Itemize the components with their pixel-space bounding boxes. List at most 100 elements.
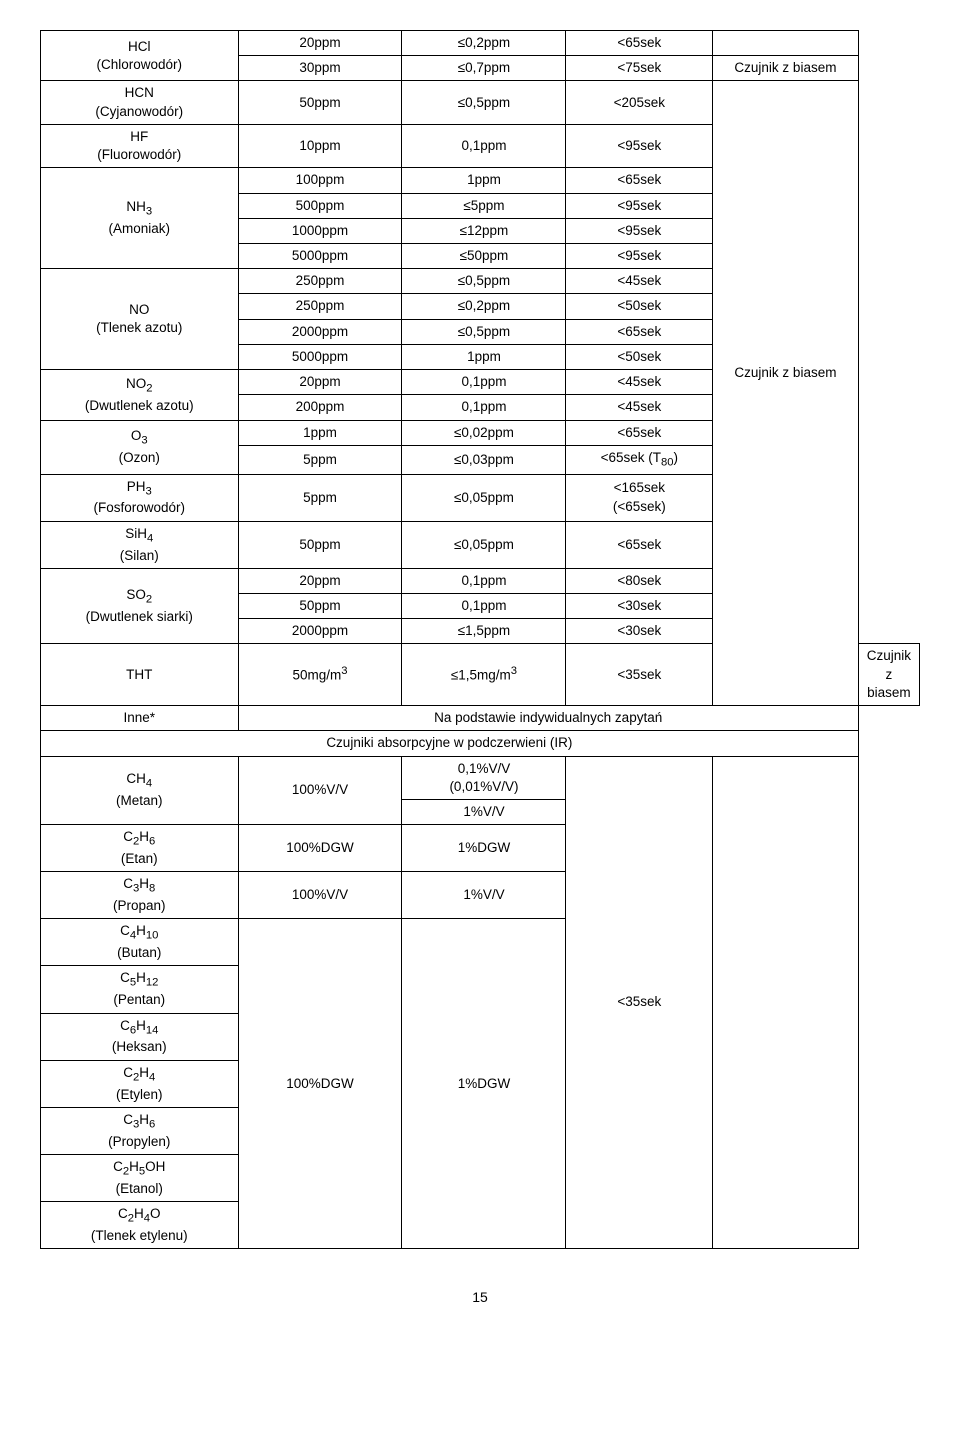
cell: ≤0,5ppm [402,319,566,344]
cell: <45sek [566,370,713,395]
cell: 20ppm [238,568,402,593]
cell: <65sek [566,319,713,344]
empty-merged: Czujnik z biasem [713,81,859,706]
cell: <50sek [566,344,713,369]
cell: 100ppm [238,168,402,193]
hf-label: HF(Fluorowodór) [41,124,239,167]
cell: <95sek [566,218,713,243]
no-label: NO(Tlenek azotu) [41,269,239,370]
c3h6-label: C3H6(Propylen) [41,1107,239,1154]
dgw-res: 1%DGW [402,919,566,1249]
cell: ≤0,2ppm [402,294,566,319]
cell: 1%V/V [402,799,566,824]
cell: ≤1,5ppm [402,619,566,644]
gas-sensor-table: HCl(Chlorowodór) 20ppm ≤0,2ppm <65sek 30… [40,30,920,1249]
cell: 50ppm [238,81,402,124]
cell: 0,1ppm [402,568,566,593]
cell [713,31,859,56]
c2h4-label: C2H4(Etylen) [41,1060,239,1107]
cell: 0,1ppm [402,370,566,395]
cell: 5ppm [238,445,402,474]
cell: <35sek [566,644,713,706]
cell: ≤5ppm [402,193,566,218]
cell: 50ppm [238,521,402,568]
cell: 100%V/V [238,756,402,825]
cell: <30sek [566,594,713,619]
empty-ir [713,756,859,1249]
cell: <165sek(<65sek) [566,474,713,521]
cell: 20ppm [238,370,402,395]
cell: <75sek [566,56,713,81]
c5h12-label: C5H12(Pentan) [41,966,239,1013]
cell: 1ppm [402,168,566,193]
cell: 50mg/m3 [238,644,402,706]
so2-label: SO2(Dwutlenek siarki) [41,568,239,644]
cell: ≤0,5ppm [402,269,566,294]
cell: 0,1%V/V(0,01%V/V) [402,756,566,799]
c4h10-label: C4H10(Butan) [41,919,239,966]
cell: <50sek [566,294,713,319]
cell: ≤0,02ppm [402,420,566,445]
tht-label: THT [41,644,239,706]
ir-header: Czujniki absorpcyjne w podczerwieni (IR) [41,731,859,756]
cell: <95sek [566,193,713,218]
cell: 5ppm [238,474,402,521]
inne-label: Inne* [41,706,239,731]
cell: ≤0,05ppm [402,521,566,568]
hcl-label: HCl(Chlorowodór) [41,31,239,81]
cell: Czujnik z biasem [713,56,859,81]
cell: 50ppm [238,594,402,619]
ir-time: <35sek [566,756,713,1249]
hcn-label: HCN(Cyjanowodór) [41,81,239,124]
nh3-label: NH3(Amoniak) [41,168,239,269]
cell: 1%DGW [402,825,566,872]
page-number: 15 [40,1289,920,1305]
cell: 1ppm [402,344,566,369]
cell: 100%DGW [238,825,402,872]
cell: 0,1ppm [402,594,566,619]
cell: 250ppm [238,294,402,319]
cell: 250ppm [238,269,402,294]
cell: ≤1,5mg/m3 [402,644,566,706]
c6h14-label: C6H14(Heksan) [41,1013,239,1060]
o3-label: O3(Ozon) [41,420,239,474]
sih4-label: SiH4(Silan) [41,521,239,568]
cell: 2000ppm [238,319,402,344]
cell: 20ppm [238,31,402,56]
inne-text: Na podstawie indywidualnych zapytań [238,706,858,731]
cell: 1%V/V [402,872,566,919]
c3h8-label: C3H8(Propan) [41,872,239,919]
cell: 2000ppm [238,619,402,644]
cell: 1000ppm [238,218,402,243]
cell: ≤50ppm [402,243,566,268]
cell: ≤0,2ppm [402,31,566,56]
cell: 200ppm [238,395,402,420]
cell: 5000ppm [238,344,402,369]
no2-label: NO2(Dwutlenek azotu) [41,370,239,420]
cell: 1ppm [238,420,402,445]
cell: ≤12ppm [402,218,566,243]
cell: 0,1ppm [402,124,566,167]
cell: <95sek [566,124,713,167]
cell: 100%V/V [238,872,402,919]
cell: 10ppm [238,124,402,167]
cell: 0,1ppm [402,395,566,420]
cell: <65sek [566,31,713,56]
cell: <45sek [566,269,713,294]
c2h4o-label: C2H4O(Tlenek etylenu) [41,1201,239,1248]
cell: Czujnik z biasem [858,644,919,706]
cell: <205sek [566,81,713,124]
cell: <45sek [566,395,713,420]
cell: <65sek (T80) [566,445,713,474]
cell: <30sek [566,619,713,644]
cell: 500ppm [238,193,402,218]
ph3-label: PH3(Fosforowodór) [41,474,239,521]
cell: <65sek [566,521,713,568]
cell: ≤0,03ppm [402,445,566,474]
cell: 5000ppm [238,243,402,268]
c2h6-label: C2H6(Etan) [41,825,239,872]
cell: <95sek [566,243,713,268]
cell: <65sek [566,168,713,193]
cell: ≤0,05ppm [402,474,566,521]
cell: <80sek [566,568,713,593]
